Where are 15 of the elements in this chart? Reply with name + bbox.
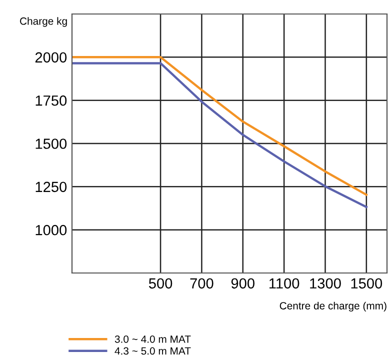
x-tick-label: 1300	[310, 278, 341, 289]
x-tick-label: 700	[190, 278, 214, 289]
y-tick-label: 1500	[36, 138, 67, 149]
legend-label: 4.3 ~ 5.0 m MAT	[114, 347, 191, 355]
legend-label: 3.0 ~ 4.0 m MAT	[114, 335, 191, 343]
x-tick-label: 1500	[351, 278, 382, 289]
y-tick-label: 1750	[36, 95, 67, 106]
y-axis-title: Charge kg	[20, 17, 67, 27]
y-tick-label: 2000	[35, 52, 67, 63]
y-tick-label: 1250	[36, 182, 67, 192]
y-tick-label: 1000	[36, 224, 67, 236]
x-tick-label: 500	[148, 278, 172, 289]
x-tick-label: 900	[231, 278, 254, 289]
x-axis-title: Centre de charge (mm)	[280, 302, 386, 312]
x-tick-label: 1100	[269, 278, 300, 289]
